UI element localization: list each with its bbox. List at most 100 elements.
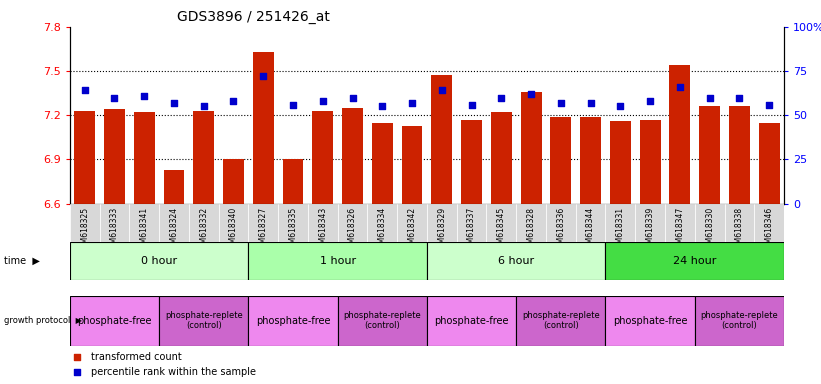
Text: percentile rank within the sample: percentile rank within the sample [91, 367, 256, 377]
Text: GSM618324: GSM618324 [169, 207, 178, 253]
Text: GSM618334: GSM618334 [378, 207, 387, 253]
Text: GSM618336: GSM618336 [557, 207, 566, 253]
Point [307, 292, 320, 298]
Bar [461, 119, 482, 204]
Text: 6 hour: 6 hour [498, 256, 534, 266]
Point [495, 94, 508, 101]
Bar [695, 204, 724, 271]
Bar [70, 242, 248, 280]
Point [167, 100, 181, 106]
Text: GSM618343: GSM618343 [319, 207, 328, 253]
Text: 24 hour: 24 hour [673, 256, 717, 266]
Bar [193, 111, 214, 204]
Bar [248, 242, 427, 280]
Point [733, 94, 746, 101]
Bar [342, 108, 363, 204]
Text: GSM618326: GSM618326 [348, 207, 357, 253]
Bar [70, 204, 99, 271]
Point [703, 94, 716, 101]
Bar [576, 204, 606, 271]
Bar [606, 296, 695, 346]
Text: GSM618335: GSM618335 [288, 207, 297, 253]
Bar [635, 204, 665, 271]
Text: GSM618340: GSM618340 [229, 207, 238, 253]
Text: phosphate-replete
(control): phosphate-replete (control) [165, 311, 242, 330]
Bar [368, 204, 397, 271]
Bar [337, 296, 427, 346]
Bar [308, 204, 337, 271]
Bar [337, 204, 368, 271]
Bar [729, 106, 750, 204]
Point [78, 88, 91, 94]
Text: transformed count: transformed count [91, 352, 182, 362]
Text: time  ▶: time ▶ [4, 256, 40, 266]
Bar [104, 109, 125, 204]
Text: phosphate-replete
(control): phosphate-replete (control) [343, 311, 421, 330]
Point [108, 94, 121, 101]
Point [673, 84, 686, 90]
Bar [580, 117, 601, 204]
Point [376, 103, 389, 109]
Text: GSM618346: GSM618346 [764, 207, 773, 253]
Point [257, 73, 270, 79]
Bar [218, 204, 248, 271]
Text: GSM618329: GSM618329 [438, 207, 447, 253]
Text: phosphate-free: phosphate-free [256, 316, 330, 326]
Bar [312, 111, 333, 204]
Bar [70, 296, 159, 346]
Bar [223, 159, 244, 204]
Text: GSM618333: GSM618333 [110, 207, 119, 253]
Bar [74, 111, 95, 204]
Text: GSM618327: GSM618327 [259, 207, 268, 253]
Text: GDS3896 / 251426_at: GDS3896 / 251426_at [177, 10, 330, 25]
Point [197, 103, 210, 109]
Text: GSM618339: GSM618339 [645, 207, 654, 253]
Bar [401, 126, 423, 204]
Bar [456, 204, 487, 271]
Bar [282, 159, 304, 204]
Bar [99, 204, 130, 271]
Point [435, 88, 448, 94]
Bar [724, 204, 754, 271]
Text: GSM618328: GSM618328 [526, 207, 535, 253]
Point [287, 101, 300, 108]
Point [525, 91, 538, 97]
Point [346, 94, 359, 101]
Point [316, 98, 329, 104]
Bar [159, 296, 248, 346]
Bar [248, 204, 278, 271]
Bar [189, 204, 218, 271]
Bar [695, 296, 784, 346]
Bar [427, 204, 456, 271]
Bar [253, 52, 273, 204]
Point [465, 101, 478, 108]
Point [554, 100, 567, 106]
Bar [397, 204, 427, 271]
Bar [487, 204, 516, 271]
Text: phosphate-replete
(control): phosphate-replete (control) [522, 311, 599, 330]
Bar [521, 92, 542, 204]
Text: phosphate-free: phosphate-free [434, 316, 509, 326]
Text: GSM618325: GSM618325 [80, 207, 89, 253]
Bar [665, 204, 695, 271]
Bar [130, 204, 159, 271]
Bar [669, 65, 690, 204]
Point [584, 100, 597, 106]
Text: GSM618345: GSM618345 [497, 207, 506, 253]
Bar [431, 76, 452, 204]
Text: GSM618337: GSM618337 [467, 207, 476, 253]
Bar [550, 117, 571, 204]
Bar [759, 122, 780, 204]
Bar [516, 204, 546, 271]
Text: 0 hour: 0 hour [141, 256, 177, 266]
Bar [516, 296, 606, 346]
Bar [546, 204, 576, 271]
Bar [278, 204, 308, 271]
Point [307, 152, 320, 159]
Point [227, 98, 240, 104]
Point [763, 101, 776, 108]
Bar [754, 204, 784, 271]
Bar [163, 170, 185, 204]
Text: GSM618338: GSM618338 [735, 207, 744, 253]
Point [406, 100, 419, 106]
